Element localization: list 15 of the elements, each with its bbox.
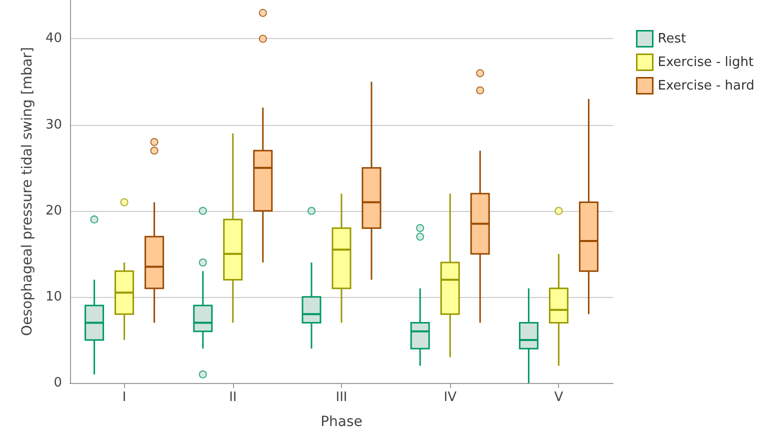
legend-label: Rest <box>658 31 686 46</box>
x-tick-label: II <box>229 390 237 405</box>
y-tick-label: 10 <box>45 289 62 304</box>
y-tick-label: 40 <box>45 31 62 46</box>
legend-label: Exercise - hard <box>658 78 754 94</box>
y-tick-label: 20 <box>45 203 62 218</box>
x-axis-title: Phase <box>320 414 362 430</box>
legend-label: Exercise - light <box>658 54 754 70</box>
x-tick-label: IV <box>444 390 457 405</box>
y-tick-label: 30 <box>45 117 62 132</box>
x-tick-label: V <box>554 390 564 405</box>
x-tick-label: III <box>336 390 348 405</box>
y-tick-label: 0 <box>54 376 62 390</box>
y-axis-title: Oesophageal pressure tidal swing [mbar] <box>20 47 36 336</box>
x-tick-label: I <box>122 390 126 405</box>
